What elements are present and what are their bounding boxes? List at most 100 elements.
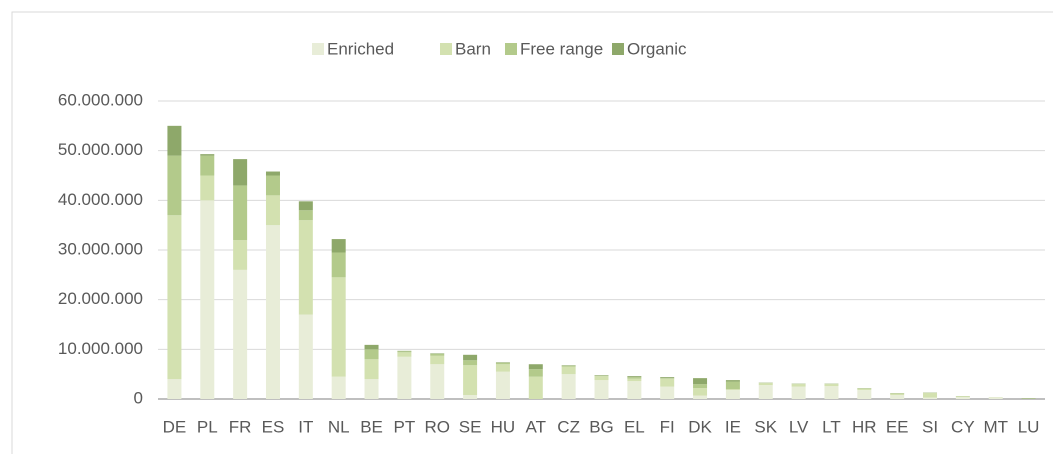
y-tick-label: 40.000.000: [58, 190, 143, 209]
bar-segment: [397, 351, 411, 352]
bar-segment: [660, 379, 674, 387]
x-tick-label: SE: [459, 417, 482, 436]
x-tick-label: LU: [1018, 417, 1040, 436]
x-tick-label: AT: [526, 417, 546, 436]
bar-segment: [759, 383, 773, 385]
bar-segment: [332, 252, 346, 277]
y-tick-label: 30.000.000: [58, 239, 143, 258]
x-tick-label: NL: [328, 417, 350, 436]
legend-swatch: [505, 43, 517, 55]
bar-segment: [529, 369, 543, 376]
bar-segment: [989, 397, 1003, 399]
bar-segment: [233, 240, 247, 270]
bar-segment: [200, 176, 214, 201]
x-tick-label: PT: [394, 417, 416, 436]
x-tick-label: RO: [424, 417, 450, 436]
bar-segment: [299, 315, 313, 399]
bar-segment: [233, 159, 247, 185]
bar-segment: [693, 384, 707, 388]
bar-segment: [266, 176, 280, 196]
bar-segment: [627, 381, 641, 399]
bar-segment: [430, 364, 444, 399]
bar-segment: [693, 396, 707, 399]
bar-segment: [266, 195, 280, 225]
bar-segment: [693, 388, 707, 395]
x-tick-label: IE: [725, 417, 741, 436]
bar-segment: [200, 156, 214, 176]
bar-segment: [200, 154, 214, 155]
x-tick-label: EL: [624, 417, 645, 436]
bar-segment: [496, 372, 510, 399]
bar-segment: [956, 396, 970, 397]
bar-segment: [792, 384, 806, 386]
bar-segment: [595, 380, 609, 399]
bar-segment: [726, 382, 740, 389]
bar-segment: [365, 359, 379, 379]
y-tick-label: 0: [134, 388, 143, 407]
bar-segment: [463, 360, 477, 365]
x-tick-label: CZ: [557, 417, 580, 436]
bar-segment: [857, 390, 871, 399]
bar-segment: [627, 379, 641, 381]
bar-segment: [562, 367, 576, 374]
bar-segment: [299, 201, 313, 210]
x-tick-label: BE: [360, 417, 383, 436]
bar-segment: [233, 185, 247, 240]
bar-segment: [890, 395, 904, 399]
x-tick-label: SK: [754, 417, 777, 436]
bar-segment: [529, 364, 543, 369]
bar-segment: [332, 277, 346, 376]
bar-segment: [726, 389, 740, 390]
x-tick-label: DE: [163, 417, 187, 436]
bar-segment: [167, 156, 181, 216]
bar-segment: [233, 270, 247, 399]
x-tick-label: SI: [922, 417, 938, 436]
bar-segment: [824, 386, 838, 399]
bar-segment: [562, 366, 576, 367]
bar-segment: [923, 398, 937, 399]
bar-segment: [167, 379, 181, 399]
bar-segment: [266, 172, 280, 176]
x-tick-label: FR: [229, 417, 252, 436]
bar-segment: [299, 220, 313, 314]
bar-segment: [726, 380, 740, 381]
legend-swatch: [312, 43, 324, 55]
bar-segment: [463, 355, 477, 360]
bar-segment: [857, 389, 871, 390]
x-tick-label: IT: [298, 417, 313, 436]
bar-segment: [890, 394, 904, 395]
bar-segment: [167, 126, 181, 156]
x-tick-label: PL: [197, 417, 218, 436]
bar-segment: [824, 384, 838, 386]
bar-segment: [595, 376, 609, 380]
bar-segment: [397, 357, 411, 399]
bar-segment: [167, 215, 181, 379]
bar-segment: [299, 210, 313, 220]
bar-segment: [430, 354, 444, 356]
bar-segment: [496, 363, 510, 364]
bar-segment: [365, 349, 379, 359]
bar-segment: [627, 377, 641, 378]
y-tick-label: 60.000.000: [58, 90, 143, 109]
bar-segment: [792, 387, 806, 399]
bar-segment: [759, 385, 773, 399]
bar-segment: [200, 200, 214, 399]
bar-segment: [332, 239, 346, 252]
x-tick-label: BG: [589, 417, 614, 436]
x-tick-label: DK: [688, 417, 712, 436]
bar-segment: [693, 378, 707, 384]
bar-segment: [463, 365, 477, 395]
bar-segment: [660, 387, 674, 399]
x-tick-label: LT: [822, 417, 841, 436]
bar-segment: [956, 397, 970, 399]
x-tick-label: EE: [886, 417, 909, 436]
legend-label: Barn: [455, 39, 491, 58]
x-tick-label: LV: [789, 417, 809, 436]
y-tick-label: 50.000.000: [58, 140, 143, 159]
bar-segment: [923, 393, 937, 397]
bar-segment: [365, 345, 379, 349]
y-tick-label: 10.000.000: [58, 339, 143, 358]
bar-segment: [726, 390, 740, 399]
y-tick-label: 20.000.000: [58, 289, 143, 308]
